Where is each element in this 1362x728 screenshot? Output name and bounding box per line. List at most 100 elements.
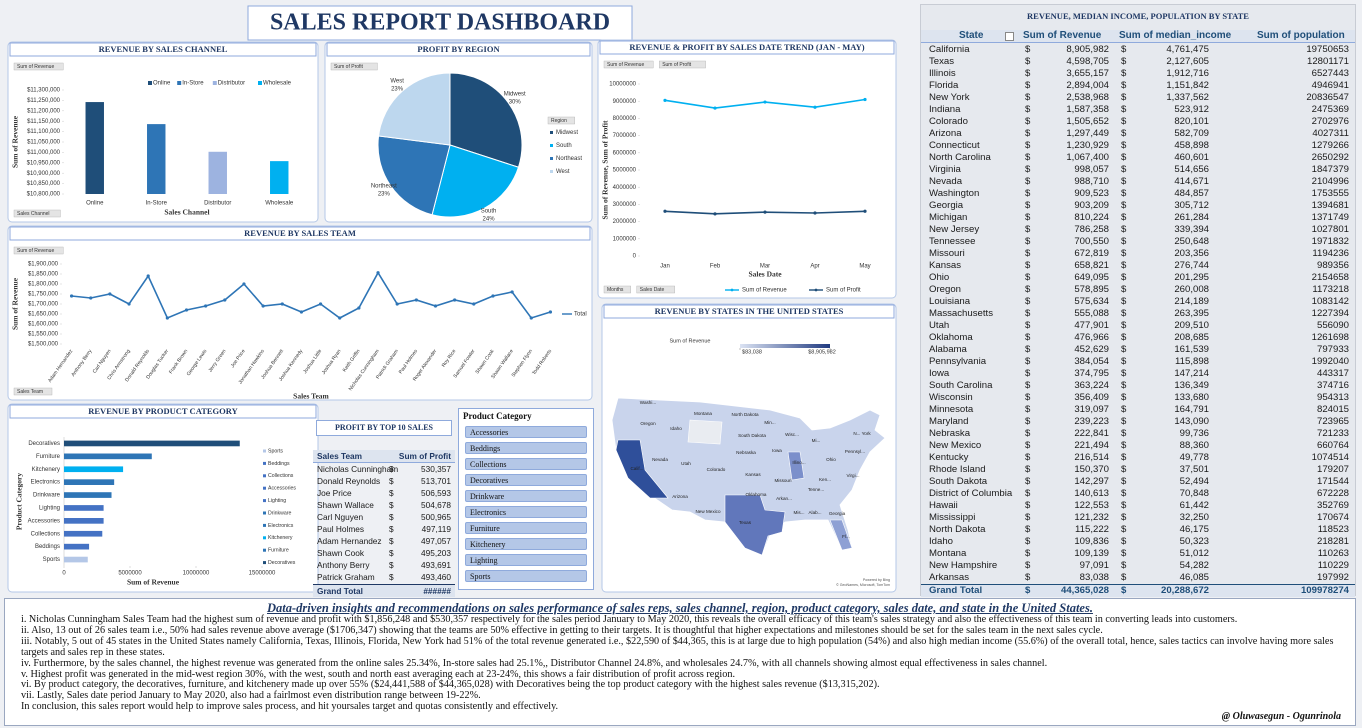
insight-point: ii. Also, 13 out of 26 sales team i.e., … bbox=[21, 624, 1103, 636]
revenue-cell: 109,836 bbox=[1074, 536, 1109, 547]
point bbox=[663, 98, 667, 102]
slicer-item[interactable]: Collections bbox=[465, 458, 587, 470]
revenue-cell: 44,365,028 bbox=[1060, 585, 1109, 596]
currency: $ bbox=[389, 572, 394, 582]
revenue-cell: 122,553 bbox=[1074, 500, 1109, 511]
insights: Data-driven insights and recommendations… bbox=[4, 598, 1356, 726]
field-button[interactable] bbox=[636, 285, 675, 294]
field-button[interactable] bbox=[603, 285, 631, 294]
slicer-item[interactable]: Accessories bbox=[465, 426, 587, 438]
field-button[interactable] bbox=[547, 116, 575, 125]
currency: $ bbox=[1025, 416, 1031, 427]
point bbox=[863, 209, 867, 213]
population-cell: 1971832 bbox=[1311, 236, 1349, 247]
slicer-item[interactable]: Kitchenery bbox=[465, 538, 587, 550]
income-cell: 209,510 bbox=[1174, 320, 1209, 331]
revenue-cell: 239,223 bbox=[1074, 416, 1109, 427]
table-title: REVENUE, MEDIAN INCOME, POPULATION BY ST… bbox=[1027, 11, 1249, 21]
y-tick-label: $11,000,000 bbox=[27, 150, 61, 156]
population-cell: 2650292 bbox=[1311, 152, 1349, 163]
point bbox=[491, 294, 495, 298]
currency: $ bbox=[1121, 104, 1127, 115]
map-label: Mis... bbox=[794, 510, 805, 515]
revenue-cell: 786,258 bbox=[1074, 224, 1109, 235]
field-button[interactable] bbox=[13, 209, 61, 218]
income-cell: 208,685 bbox=[1174, 332, 1209, 343]
table-row: Louisiana $575,634 $214,189 1083142 bbox=[921, 296, 1355, 308]
profit-cell: 513,701 bbox=[421, 476, 451, 486]
slicer-item[interactable]: Furniture bbox=[465, 522, 587, 534]
state-cell: Rhode Island bbox=[929, 464, 986, 475]
state-cell: Alabama bbox=[929, 344, 967, 355]
slicer-item[interactable]: Lighting bbox=[465, 554, 587, 566]
slicer-item[interactable]: Drinkware bbox=[465, 490, 587, 502]
table-row: Tennessee $700,550 $250,648 1971832 bbox=[921, 236, 1355, 248]
revenue-cell: 909,523 bbox=[1074, 188, 1109, 199]
field-button[interactable] bbox=[13, 387, 53, 396]
y-tick-label: 2000000 bbox=[613, 219, 637, 225]
profit-cell: 495,203 bbox=[421, 548, 451, 558]
income-cell: 4,761,475 bbox=[1166, 44, 1209, 55]
y-axis-title: Sum of Revenue bbox=[11, 277, 20, 330]
table-row: Joe Price $506,593 bbox=[313, 487, 455, 499]
table-row: South Carolina $363,224 $136,349 374716 bbox=[921, 380, 1355, 392]
point bbox=[529, 316, 533, 320]
column-header: Sum of population bbox=[1257, 30, 1345, 41]
table-row: Shawn Wallace $504,678 bbox=[313, 499, 455, 511]
currency: $ bbox=[1025, 212, 1031, 223]
population-cell: 1279266 bbox=[1311, 140, 1349, 151]
name-cell: Shawn Wallace bbox=[317, 500, 374, 510]
y-tick-label: Collections bbox=[31, 531, 60, 537]
currency: $ bbox=[1121, 344, 1127, 355]
name-cell: Anthony Berry bbox=[317, 560, 370, 570]
name-cell: Patrick Graham bbox=[317, 572, 375, 582]
population-cell: 20836547 bbox=[1306, 92, 1349, 103]
revenue-cell: 222,841 bbox=[1074, 428, 1109, 439]
legend-label: Lighting bbox=[268, 498, 286, 504]
table-row: New Hampshire $97,091 $54,282 110229 bbox=[921, 560, 1355, 572]
table-row: Hawaii $122,553 $61,442 352769 bbox=[921, 500, 1355, 512]
y-tick-label: $1,800,000 bbox=[28, 282, 59, 288]
state-cell: New Hampshire bbox=[929, 560, 998, 571]
table-row: Colorado $1,505,652 $820,101 2702976 bbox=[921, 116, 1355, 128]
revenue-cell: 477,901 bbox=[1074, 320, 1109, 331]
slicer-item[interactable]: Beddings bbox=[465, 442, 587, 454]
point bbox=[127, 302, 131, 306]
x-axis-title: Sales Date bbox=[748, 270, 782, 279]
population-cell: 1261698 bbox=[1311, 332, 1349, 343]
point bbox=[261, 304, 265, 308]
y-tick-label: 1000000 bbox=[613, 236, 637, 242]
table-row: Illinois $3,655,157 $1,912,716 6527443 bbox=[921, 68, 1355, 80]
population-cell: 1027801 bbox=[1311, 224, 1349, 235]
revenue-cell: 658,821 bbox=[1074, 260, 1109, 271]
currency: $ bbox=[1121, 332, 1127, 343]
point bbox=[318, 302, 323, 306]
insight-point: vi. By product category, the decoratives… bbox=[21, 679, 880, 691]
income-cell: 1,912,716 bbox=[1166, 68, 1209, 79]
legend-swatch bbox=[263, 461, 266, 465]
y-tick-label: $1,750,000 bbox=[28, 292, 59, 298]
map-label: Nebraska bbox=[736, 450, 756, 455]
currency: $ bbox=[1121, 500, 1127, 511]
table-header: State Sum of Revenue Sum of median_income S… bbox=[921, 30, 1355, 43]
point bbox=[453, 298, 457, 302]
legend-label: Decoratives bbox=[268, 560, 296, 566]
currency: $ bbox=[1025, 188, 1031, 199]
slicer-item[interactable]: Sports bbox=[465, 570, 587, 582]
currency: $ bbox=[389, 464, 394, 474]
population-cell: 2154658 bbox=[1311, 272, 1349, 283]
slicer-item[interactable]: Electronics bbox=[465, 506, 587, 518]
table-row: Florida $2,894,004 $1,151,842 4946941 bbox=[921, 80, 1355, 92]
revenue-cell: 672,819 bbox=[1074, 248, 1109, 259]
income-cell: 37,501 bbox=[1179, 464, 1209, 475]
y-tick-label: $11,200,000 bbox=[27, 108, 61, 114]
population-cell: 1173218 bbox=[1312, 284, 1349, 295]
y-tick-label: 10000000 bbox=[609, 82, 636, 88]
profit-cell: 497,057 bbox=[421, 536, 451, 546]
name-cell: Joe Price bbox=[317, 488, 352, 498]
slicer-item[interactable]: Decoratives bbox=[465, 474, 587, 486]
filter-icon[interactable] bbox=[1005, 32, 1014, 41]
y-tick-label: 7000000 bbox=[613, 133, 637, 139]
y-axis-title: Sum of Revenue bbox=[11, 115, 20, 168]
table-row: Kentucky $216,514 $49,778 1074514 bbox=[921, 452, 1355, 464]
